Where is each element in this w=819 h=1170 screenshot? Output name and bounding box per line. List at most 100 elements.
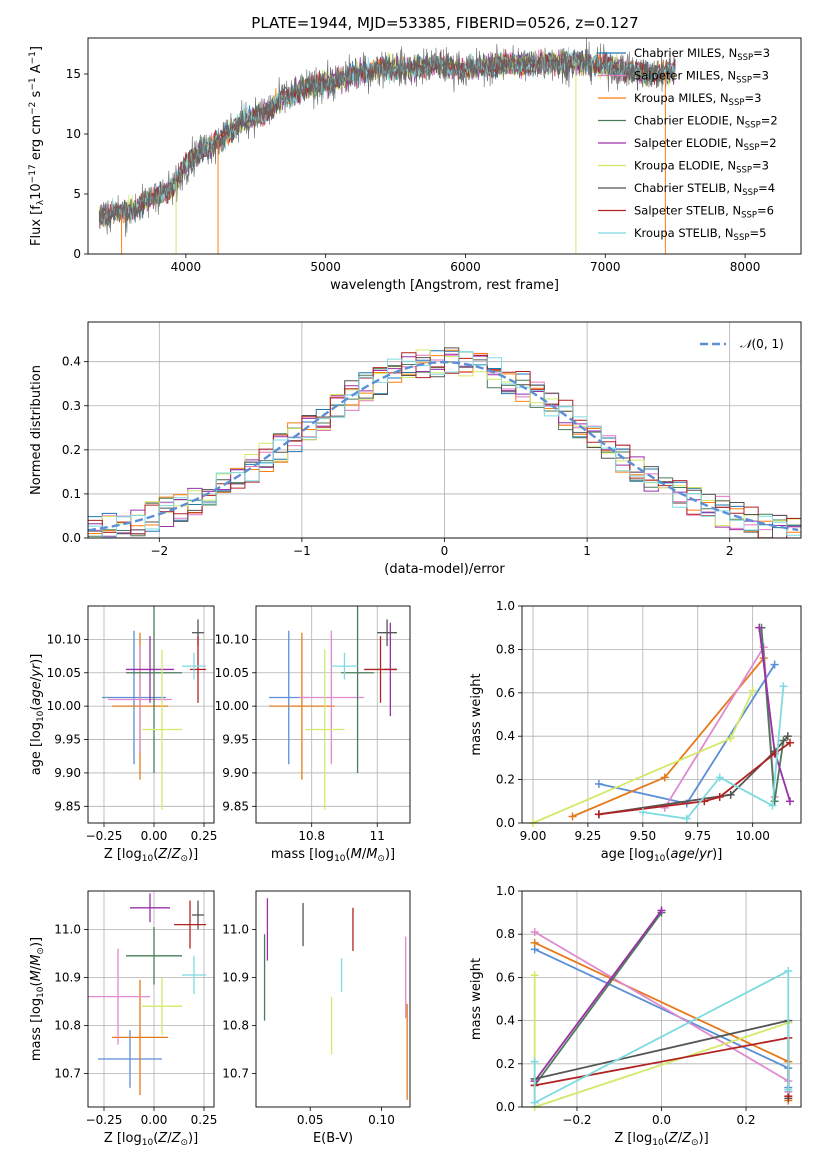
errorbar-point [130,893,170,923]
weight-marker [530,1057,539,1066]
errorbar-point [298,630,365,765]
x-tick-label: 0 [441,544,449,558]
weight-marker [715,792,724,801]
x-axis-label: age [log10(age/yr)] [601,847,723,864]
axes-frame [87,605,215,824]
weight-marker [660,773,669,782]
weight-marker [786,797,795,806]
legend-label: Chabrier ELODIE, NSSP=2 [634,114,778,131]
mass-weight-vs-Z-axes: −0.2 0.0 0.2 0.0 0.2 0.4 0.6 0.8 1.0 Z [log10(Z/Z… [469,884,802,1148]
y-tick-label: 9.95 [54,733,81,747]
weight-line-4 [533,912,663,1086]
errorbar-point [305,649,345,810]
y-tick-label: 0.4 [62,355,81,369]
weight-line-2 [572,657,765,818]
y-tick-label: 0.4 [496,729,515,743]
errorbar-point [88,948,150,1045]
weight-line-7 [598,735,789,816]
y-tick-label: 0.3 [62,399,81,413]
errorbar-point [102,630,166,765]
y-axis-label: Normed distribution [29,365,44,495]
age-vs-mass-axes: 10.8 11 9.85 9.90 9.95 10.00 10.05 10.10 mass [l… [215,605,411,864]
histogram-9 [88,351,801,538]
y-tick-label: 10.7 [54,1066,81,1080]
y-axis-label: mass [log10(M/M⊙)] [29,937,46,1061]
errorbar-point [190,636,206,703]
y-tick-label: 10.00 [47,699,81,713]
axes-frame [87,37,802,255]
weight-marker [530,1098,539,1107]
errorbar-point [331,652,358,680]
errorbar-point [142,649,182,810]
x-axis-label: Z [log10(Z/Z⊙)] [104,1131,198,1148]
x-tick-label: 0.10 [368,1113,395,1127]
model-trace-8 [98,49,676,227]
weight-marker [726,790,735,799]
errorbar-point [112,979,168,1095]
histogram-layer [88,347,801,538]
weight-marker [715,773,724,782]
mass-vs-EBV-axes: 10.7 10.8 10.9 11.0 E(B-V) [222,890,411,1146]
x-tick-label: 5000 [310,260,341,274]
x-tick-label: 11 [370,829,385,843]
y-axis-label: Flux [fλ10−17 erg cm−2 s−1 A−1] [28,46,46,246]
x-axis-label: Z [log10(Z/Z⊙)] [104,847,198,864]
histogram-8 [88,352,801,538]
y-tick-label: 10.9 [222,970,249,984]
y-tick-label: 0.8 [496,642,515,656]
model-trace-3 [98,50,676,227]
y-axis-label: mass weight [469,958,484,1040]
errorbar-point [377,619,397,647]
x-tick-label: 0.00 [141,1113,168,1127]
x-tick-label: 0.00 [141,829,168,843]
x-tick-label: −0.25 [86,1113,123,1127]
x-tick-label: −2 [150,544,168,558]
model-trace-2 [98,49,676,229]
weight-marker [568,812,577,821]
weight-marker [594,779,603,788]
x-tick-label: 0.2 [736,1113,755,1127]
y-tick-label: 0.1 [62,487,81,501]
weight-marker [594,810,603,819]
axes-frame [521,890,802,1108]
y-tick-label: 10.05 [215,666,249,680]
errorbar-point [98,1030,162,1088]
errorbar-point [126,636,174,703]
weight-marker [530,971,539,980]
weight-marker [726,734,735,743]
y-tick-label: 10.8 [54,1018,81,1032]
x-tick-label: 1 [583,544,591,558]
mass-weight-vs-age-axes: 9.00 9.25 9.50 9.75 10.00 0.0 0.2 0.4 0.6 0.8 1.0 a… [469,599,802,864]
gaussian-curve [88,360,799,532]
model-trace-7 [98,50,676,227]
model-trace-6 [98,50,676,228]
weight-marker [530,928,539,937]
legend-label: Salpeter MILES, NSSP=3 [634,69,769,86]
mass-vs-EBV-points [263,898,408,1100]
y-tick-label: 10.10 [215,632,249,646]
y-tick-label: 9.85 [222,799,249,813]
weight-marker [768,801,777,810]
errorbar-point [126,927,182,985]
weight-marker [755,623,764,632]
errorbar-point [269,632,335,780]
legend-label: Salpeter STELIB, NSSP=6 [634,204,774,221]
x-tick-label: −0.25 [86,829,123,843]
weight-marker [530,938,539,947]
x-axis-label: Z [log10(Z/Z⊙)] [614,1131,708,1148]
y-tick-label: 9.95 [222,733,249,747]
y-tick-label: 0.6 [496,970,515,984]
x-tick-label: 8000 [730,260,761,274]
figure-title: PLATE=1944, MJD=53385, FIBERID=0526, z=0… [251,14,638,32]
y-tick-label: 1.0 [496,884,515,898]
y-axis-label: mass weight [469,673,484,755]
weight-marker [784,1085,793,1094]
x-axis-label: E(B-V) [313,1131,353,1146]
weight-marker [786,738,795,747]
errorbar-point [142,977,182,1035]
axes-frame [255,890,411,1108]
x-tick-label: 2 [726,544,734,558]
errorbar-point [126,606,182,773]
weight-line-3 [664,644,776,809]
